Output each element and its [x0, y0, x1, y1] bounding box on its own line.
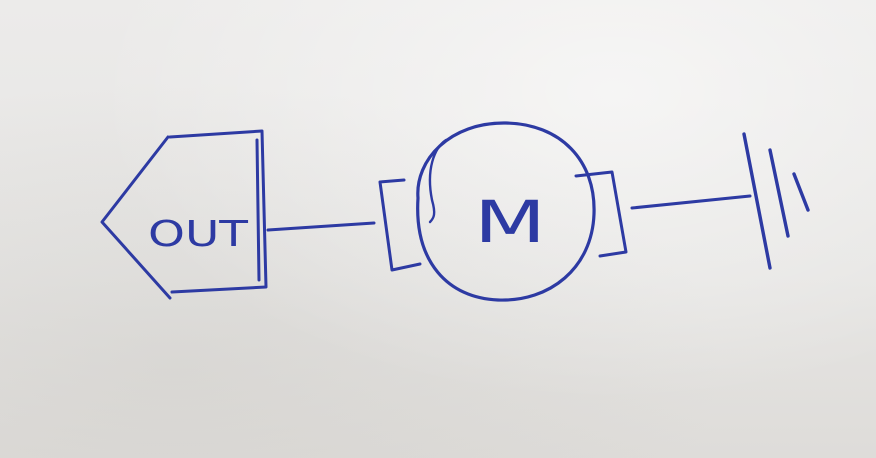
wire-motor-to-ground — [630, 194, 752, 210]
motor-circle-overstroke — [428, 138, 448, 224]
output-connector-shape — [100, 129, 268, 300]
output-label: OUT — [148, 214, 249, 255]
motor-circle — [416, 121, 596, 302]
motor-brush-right — [574, 170, 628, 258]
ground-symbol — [742, 132, 810, 270]
motor-brush-left — [378, 178, 422, 272]
motor-label: M — [474, 188, 546, 256]
wire-out-to-motor — [266, 221, 376, 232]
